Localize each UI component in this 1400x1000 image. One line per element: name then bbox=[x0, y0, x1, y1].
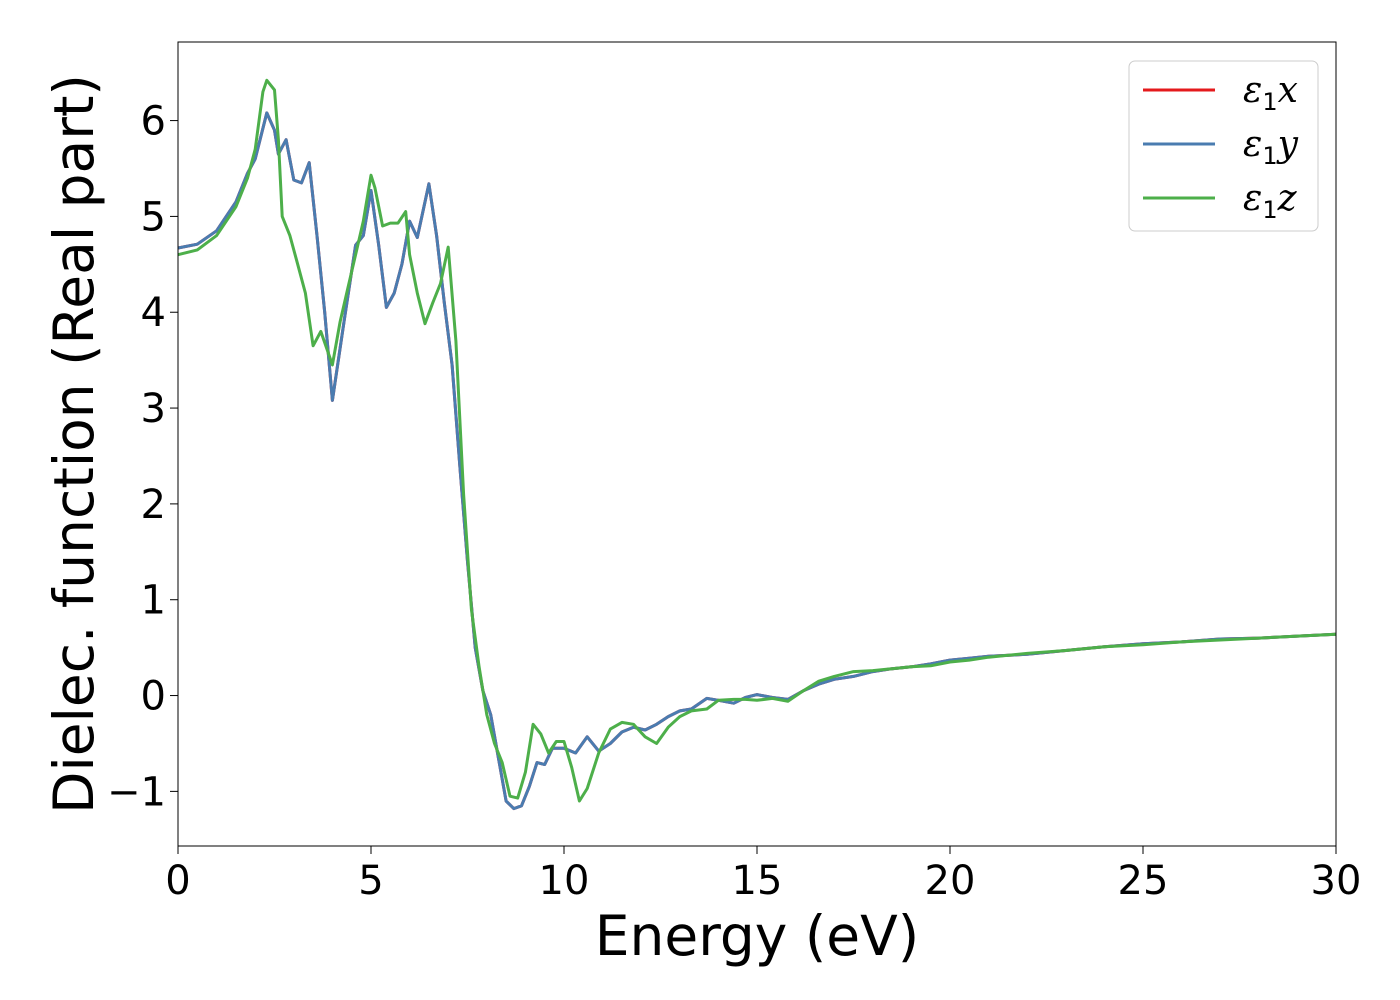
legend-epsilon: ε bbox=[1243, 178, 1262, 219]
x-tick-label: 0 bbox=[165, 858, 190, 904]
y-axis-title: Dielec. function (Real part) bbox=[42, 74, 106, 814]
y-tick-label: 2 bbox=[141, 482, 166, 528]
y-tick-label: 3 bbox=[141, 386, 166, 432]
legend-axis: y bbox=[1276, 124, 1299, 165]
series-line-3 bbox=[177, 78, 1337, 803]
legend-axis: x bbox=[1278, 70, 1298, 111]
x-tick-label: 30 bbox=[1311, 858, 1362, 904]
x-axis-title: Energy (eV) bbox=[595, 904, 919, 968]
legend-axis: z bbox=[1277, 178, 1298, 219]
legend-label-2: ε1y bbox=[1243, 124, 1299, 170]
y-tick-label: 0 bbox=[141, 674, 166, 720]
y-tick-label: 1 bbox=[141, 578, 166, 624]
y-tick-label: 6 bbox=[141, 99, 166, 145]
legend-box bbox=[1128, 60, 1319, 232]
x-tick-label: 10 bbox=[539, 858, 590, 904]
legend-subscript: 1 bbox=[1262, 88, 1277, 116]
y-tick-label: −1 bbox=[107, 769, 166, 815]
legend-label-3: ε1z bbox=[1243, 178, 1298, 224]
y-axis: −1 0 1 2 3 4 5 6 bbox=[107, 99, 178, 815]
legend-subscript: 1 bbox=[1262, 196, 1277, 224]
legend-subscript: 1 bbox=[1262, 142, 1277, 170]
legend-epsilon: ε bbox=[1243, 70, 1262, 111]
x-tick-label: 25 bbox=[1118, 858, 1169, 904]
legend-epsilon: ε bbox=[1243, 124, 1262, 165]
x-axis: 0 5 10 15 20 25 30 bbox=[165, 846, 1361, 904]
x-tick-label: 20 bbox=[925, 858, 976, 904]
legend-label-1: ε1x bbox=[1243, 70, 1298, 116]
y-tick-label: 5 bbox=[141, 194, 166, 240]
y-tick-label: 4 bbox=[141, 290, 166, 336]
x-tick-label: 5 bbox=[358, 858, 383, 904]
plot-area bbox=[177, 78, 1337, 811]
x-tick-label: 15 bbox=[732, 858, 783, 904]
